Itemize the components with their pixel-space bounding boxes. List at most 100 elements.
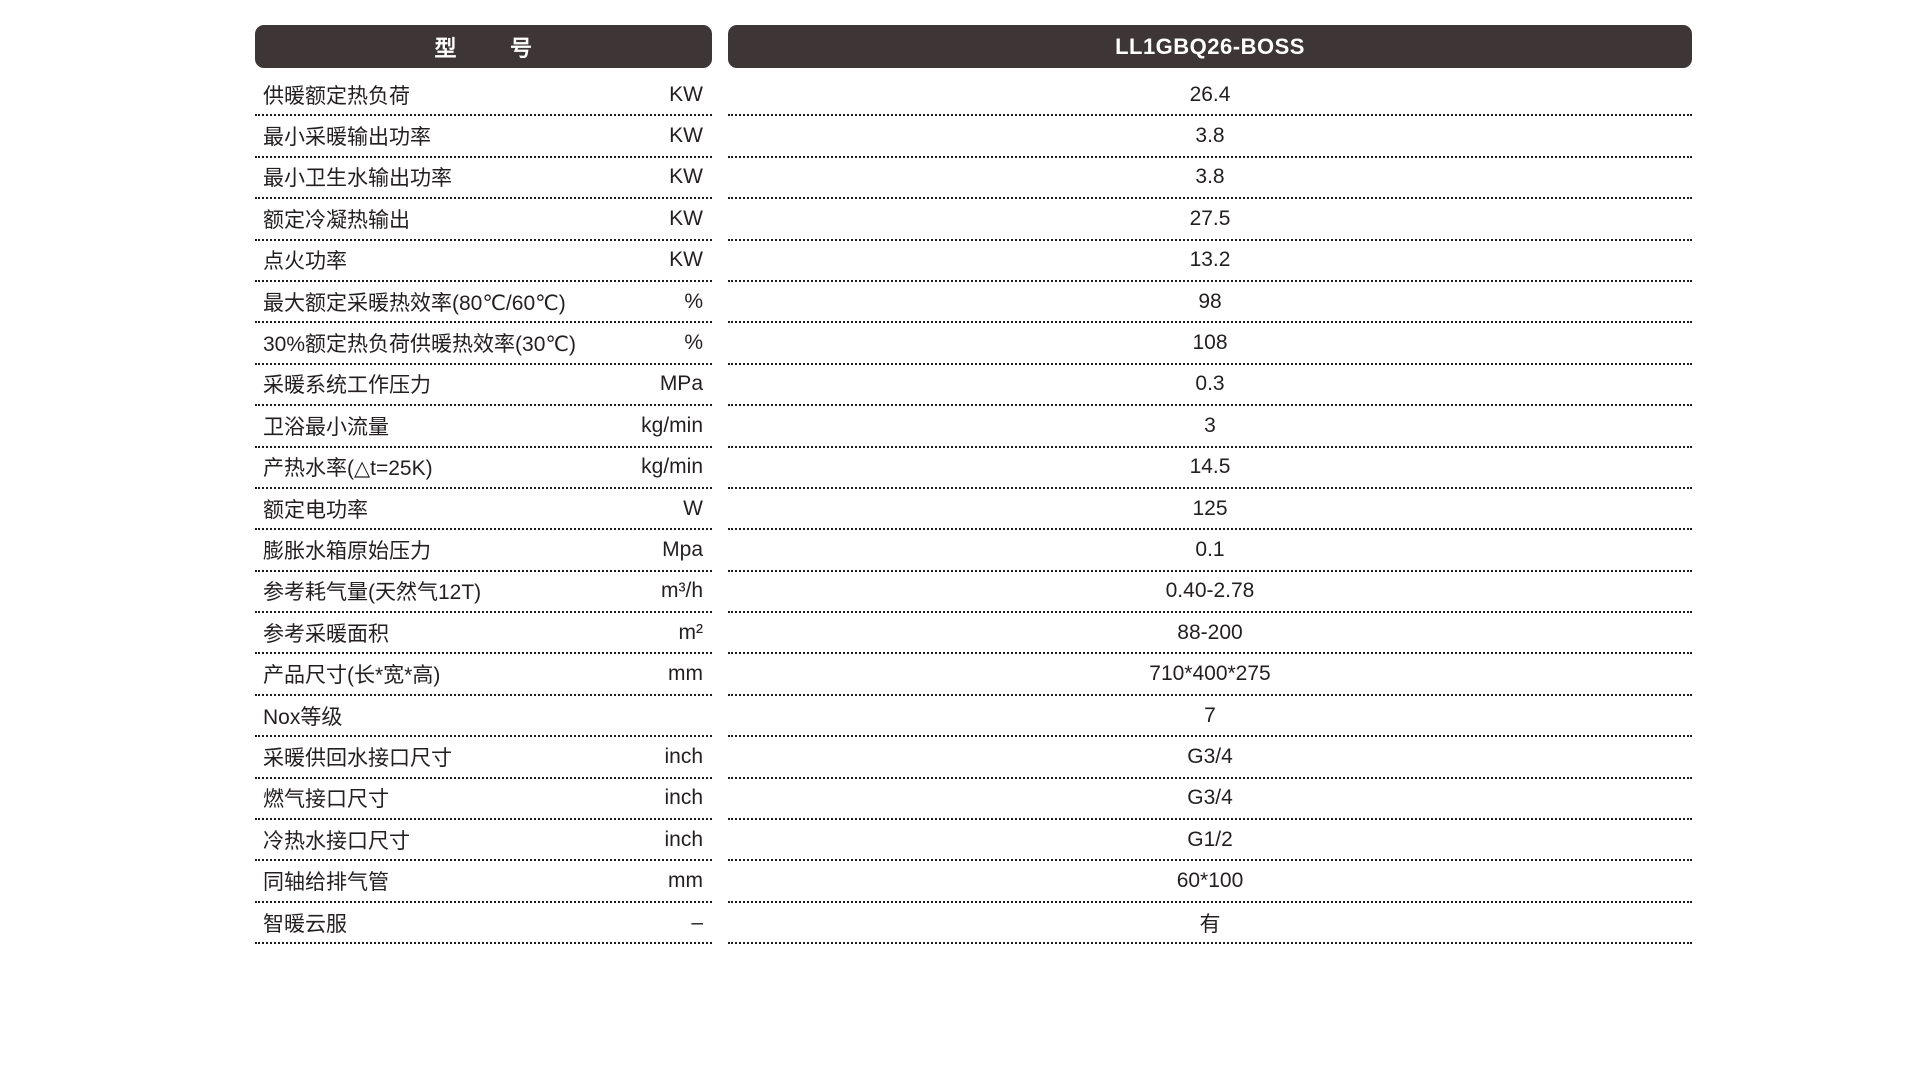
spec-value: 7	[1204, 703, 1216, 727]
spec-unit: inch	[664, 744, 703, 768]
spec-label: 最小采暖输出功率	[263, 126, 431, 150]
spec-value-row: 125	[728, 489, 1692, 531]
spec-label: 膨胀水箱原始压力	[263, 539, 431, 563]
spec-row: 采暖供回水接口尺寸 inch	[255, 737, 712, 779]
spec-unit: KW	[669, 124, 703, 148]
spec-unit: m³/h	[661, 579, 703, 603]
spec-row: 膨胀水箱原始压力 Mpa	[255, 530, 712, 572]
spec-row: 燃气接口尺寸 inch	[255, 779, 712, 821]
spec-label: 产热水率(△t=25K)	[263, 457, 433, 481]
spec-value: 3	[1204, 413, 1216, 437]
spec-row: 采暖系统工作压力 MPa	[255, 365, 712, 407]
spec-row: 产品尺寸(长*宽*高) mm	[255, 654, 712, 696]
spec-value-row: 0.3	[728, 365, 1692, 407]
spec-label: 参考采暖面积	[263, 622, 389, 646]
spec-unit: KW	[669, 206, 703, 230]
spec-row: 30%额定热负荷供暖热效率(30℃) %	[255, 323, 712, 365]
spec-value-row: 14.5	[728, 448, 1692, 489]
spec-label: 点火功率	[263, 250, 347, 274]
spec-value: 0.3	[1195, 372, 1225, 396]
model-header-cell: 型 号	[255, 25, 712, 68]
spec-label: 采暖系统工作压力	[263, 374, 431, 398]
spec-value: G1/2	[1187, 827, 1233, 851]
model-name-label: LL1GBQ26-BOSS	[1115, 33, 1305, 59]
spec-value-row: 3.8	[728, 116, 1692, 158]
spec-unit: m²	[678, 620, 704, 644]
spec-value: 3.8	[1195, 124, 1225, 148]
spec-value-row: G3/4	[728, 737, 1692, 779]
spec-value: 26.4	[1189, 82, 1231, 106]
spec-column-values: LL1GBQ26-BOSS 26.4 3.8 3.8 27.5 13.2 98 …	[728, 25, 1692, 945]
label-rows: 供暖额定热负荷 KW 最小采暖输出功率 KW 最小卫生水输出功率 KW 额定冷凝…	[255, 75, 712, 945]
spec-value-row: 98	[728, 282, 1692, 324]
spec-value: 98	[1198, 289, 1222, 313]
spec-unit: %	[684, 289, 703, 313]
spec-row: 额定冷凝热输出 KW	[255, 199, 712, 241]
spec-value: 27.5	[1189, 206, 1231, 230]
spec-value-row: 0.40-2.78	[728, 572, 1692, 614]
spec-value: 125	[1192, 496, 1228, 520]
spec-label: 额定电功率	[263, 498, 368, 522]
model-header-label: 型 号	[434, 35, 533, 61]
spec-label: 智暖云服	[263, 912, 347, 936]
spec-row: 卫浴最小流量 kg/min	[255, 406, 712, 448]
spec-label: 产品尺寸(长*宽*高)	[263, 664, 441, 688]
spec-unit: mm	[668, 662, 703, 686]
spec-row: 最小卫生水输出功率 KW	[255, 158, 712, 200]
spec-value: 108	[1192, 331, 1228, 355]
spec-row: 点火功率 KW	[255, 241, 712, 282]
spec-row: 额定电功率 W	[255, 489, 712, 531]
spec-value-row: G3/4	[728, 779, 1692, 821]
spec-row: 参考采暖面积 m²	[255, 613, 712, 655]
spec-value-row: 3	[728, 406, 1692, 448]
spec-value-row: 有	[728, 903, 1692, 945]
spec-row: 冷热水接口尺寸 inch	[255, 820, 712, 862]
spec-unit: MPa	[659, 372, 703, 396]
spec-unit: Mpa	[662, 537, 703, 561]
value-rows: 26.4 3.8 3.8 27.5 13.2 98 108 0.3 3 14.5…	[728, 75, 1692, 945]
spec-value-row: 0.1	[728, 530, 1692, 572]
model-name-cell: LL1GBQ26-BOSS	[728, 25, 1692, 68]
spec-unit: %	[684, 331, 703, 355]
spec-row: 最大额定采暖热效率(80℃/60℃) %	[255, 282, 712, 324]
spec-label: 30%额定热负荷供暖热效率(30℃)	[263, 333, 576, 357]
spec-row: 智暖云服 –	[255, 903, 712, 945]
spec-value: 88-200	[1177, 620, 1243, 644]
spec-unit: –	[691, 910, 703, 934]
spec-value: G3/4	[1187, 744, 1233, 768]
spec-unit: kg/min	[641, 455, 703, 479]
spec-value: 710*400*275	[1149, 662, 1271, 686]
spec-row: 参考耗气量(天然气12T) m³/h	[255, 572, 712, 614]
spec-unit: inch	[664, 827, 703, 851]
spec-unit: KW	[669, 165, 703, 189]
spec-value-row: 60*100	[728, 861, 1692, 903]
spec-label: 参考耗气量(天然气12T)	[263, 581, 482, 605]
spec-row: 最小采暖输出功率 KW	[255, 116, 712, 158]
spec-table: 型 号 供暖额定热负荷 KW 最小采暖输出功率 KW 最小卫生水输出功率 KW …	[255, 25, 1692, 945]
spec-value: 有	[1199, 912, 1221, 936]
spec-value-row: 27.5	[728, 199, 1692, 241]
spec-column-labels: 型 号 供暖额定热负荷 KW 最小采暖输出功率 KW 最小卫生水输出功率 KW …	[255, 25, 712, 945]
spec-label: 燃气接口尺寸	[263, 788, 389, 812]
spec-row: 供暖额定热负荷 KW	[255, 75, 712, 117]
spec-value-row: 3.8	[728, 158, 1692, 200]
spec-value-row: 13.2	[728, 241, 1692, 282]
spec-unit: mm	[668, 869, 703, 893]
spec-value-row: 108	[728, 323, 1692, 365]
spec-label: 冷热水接口尺寸	[263, 829, 410, 853]
spec-value: 0.40-2.78	[1165, 579, 1255, 603]
spec-value-row: 7	[728, 696, 1692, 738]
spec-row: 同轴给排气管 mm	[255, 861, 712, 903]
spec-value-row: 710*400*275	[728, 654, 1692, 696]
spec-label: 供暖额定热负荷	[263, 84, 410, 108]
spec-unit: kg/min	[641, 413, 703, 437]
spec-unit: KW	[669, 82, 703, 106]
spec-label: 采暖供回水接口尺寸	[263, 746, 452, 770]
spec-value: 3.8	[1195, 165, 1225, 189]
spec-unit: KW	[669, 248, 703, 272]
spec-label: 额定冷凝热输出	[263, 208, 410, 232]
spec-value-row: 88-200	[728, 613, 1692, 655]
spec-value-row: G1/2	[728, 820, 1692, 862]
spec-value: 13.2	[1189, 248, 1231, 272]
